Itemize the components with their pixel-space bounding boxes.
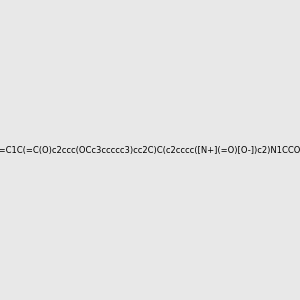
Text: O=C1C(=C(O)c2ccc(OCc3ccccc3)cc2C)C(c2cccc([N+](=O)[O-])c2)N1CCOC: O=C1C(=C(O)c2ccc(OCc3ccccc3)cc2C)C(c2ccc… bbox=[0, 146, 300, 154]
